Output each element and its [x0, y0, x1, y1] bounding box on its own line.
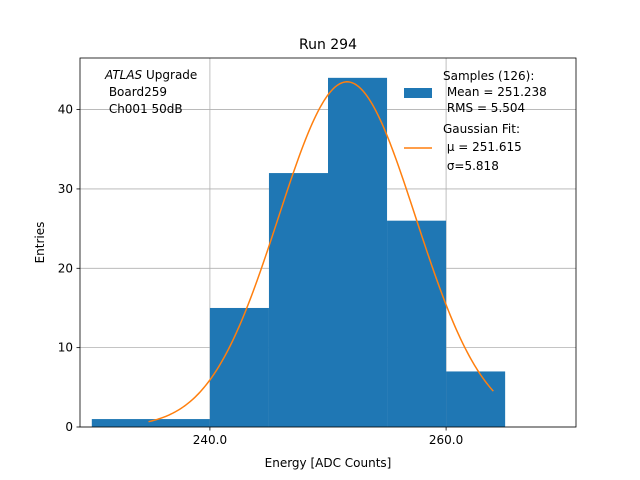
- y-tick-label: 0: [65, 420, 73, 434]
- histogram-bar: [209, 307, 269, 427]
- histogram-bar: [446, 371, 506, 427]
- legend-fit-line-1: Gaussian Fit:: [443, 122, 520, 136]
- x-tick-label: 260.0: [429, 433, 463, 447]
- y-tick-label: 10: [58, 341, 73, 355]
- gaussian-fit-curve: [148, 81, 494, 423]
- y-axis-label: Entries: [33, 222, 47, 264]
- ticks-layer: 240.0 260.0 0 10 20 30 40: [58, 103, 464, 447]
- y-tick-label: 40: [58, 103, 73, 117]
- annotation-upgrade: Upgrade: [142, 68, 197, 82]
- fit-layer: [148, 81, 494, 423]
- legend-fit-line-2: μ = 251.615: [443, 140, 522, 154]
- histogram-bar: [268, 173, 328, 427]
- annotation-line-2: Board259: [105, 85, 167, 99]
- annotation-line-1: ATLAS Upgrade: [104, 68, 197, 82]
- histogram-bar: [91, 419, 210, 427]
- legend: Samples (126): Mean = 251.238 RMS = 5.50…: [404, 69, 547, 173]
- annotation-atlas: ATLAS: [104, 68, 143, 82]
- legend-hist-line-1: Samples (126):: [443, 69, 534, 83]
- x-axis-label: Energy [ADC Counts]: [265, 456, 392, 470]
- legend-hist-line-3: RMS = 5.504: [443, 101, 525, 115]
- x-tick-label: 240.0: [193, 433, 227, 447]
- histogram-bar: [328, 77, 388, 427]
- legend-hist-line-2: Mean = 251.238: [443, 85, 547, 99]
- annotation-line-3: Ch001 50dB: [105, 102, 183, 116]
- y-tick-label: 30: [58, 182, 73, 196]
- chart-title: Run 294: [299, 37, 357, 53]
- plot-frame: [79, 57, 577, 428]
- atlas-annotation: ATLAS Upgrade Board259 Ch001 50dB: [104, 68, 197, 116]
- legend-fit-line-3: σ=5.818: [443, 159, 499, 173]
- legend-hist-swatch: [404, 88, 432, 98]
- histogram-bar: [387, 220, 447, 427]
- y-tick-label: 20: [58, 261, 73, 275]
